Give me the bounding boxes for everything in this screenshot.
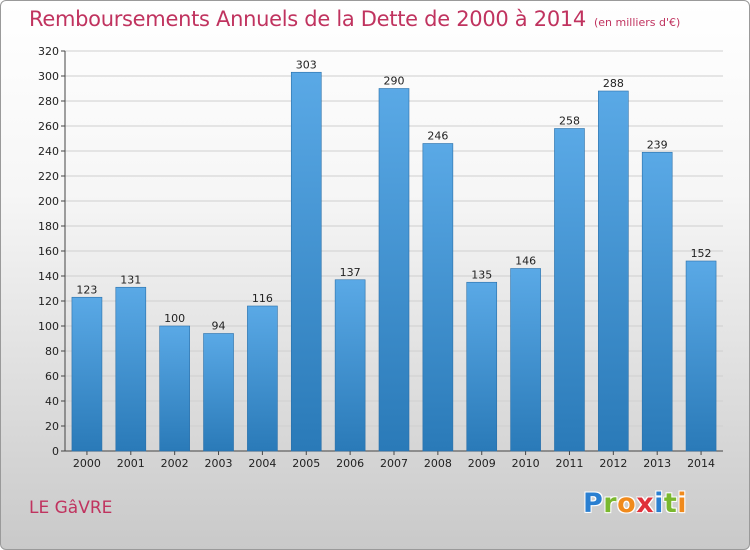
logo-letter: P (583, 488, 604, 519)
bar-2000 (71, 296, 103, 452)
data-label-2006: 137 (340, 266, 361, 279)
logo-letter: t (663, 488, 678, 519)
x-tick-label: 2013 (643, 457, 671, 470)
data-label-2010: 146 (515, 255, 536, 268)
y-tick-label: 220 (38, 170, 59, 183)
x-tick-label: 2010 (512, 457, 540, 470)
y-tick-label: 160 (38, 245, 59, 258)
logo-letter: x (636, 488, 655, 519)
y-tick-label: 100 (38, 320, 59, 333)
bar-2013 (641, 151, 673, 452)
y-tick-label: 240 (38, 145, 59, 158)
bar-2009 (466, 281, 498, 452)
data-label-2011: 258 (559, 115, 580, 128)
axes: 0 20 40 60 80 100 120 140 160 180 200 220 240 260 280 3… (38, 45, 723, 458)
data-label-2007: 290 (384, 75, 405, 88)
x-tick-label: 2000 (73, 457, 101, 470)
x-tick-label: 2008 (424, 457, 452, 470)
y-tick-label: 60 (45, 370, 59, 383)
logo-letter: i (677, 488, 688, 519)
data-label-2001: 131 (120, 273, 141, 286)
y-tick-label: 80 (45, 345, 59, 358)
bar-2006 (334, 279, 366, 452)
x-tick-label: 2011 (555, 457, 583, 470)
logo-letter: i (654, 488, 664, 519)
chart-title-text: Remboursements Annuels de la Dette de 20… (29, 7, 586, 31)
y-tick-label: 300 (38, 70, 59, 83)
data-label-2012: 288 (603, 77, 624, 90)
data-label-2003: 94 (212, 320, 226, 333)
chart-title: Remboursements Annuels de la Dette de 20… (29, 7, 680, 31)
logo-letter: r (603, 488, 618, 519)
logo-letter: o (617, 488, 637, 519)
x-tick-label: 2002 (161, 457, 189, 470)
data-label-2005: 303 (296, 58, 317, 71)
data-label-2004: 116 (252, 292, 273, 305)
bar-2001 (115, 286, 147, 452)
bar-2008 (422, 143, 454, 452)
x-tick-label: 2007 (380, 457, 408, 470)
x-tick-label: 2014 (687, 457, 715, 470)
bar-2007 (378, 88, 410, 452)
x-tick-label: 2001 (117, 457, 145, 470)
data-label-2014: 152 (691, 247, 712, 260)
x-tick-label: 2009 (468, 457, 496, 470)
bar-2012 (598, 90, 629, 452)
y-tick-label: 280 (38, 95, 59, 108)
proxiti-logo[interactable]: Proxiti (583, 488, 687, 519)
y-tick-label: 320 (38, 45, 59, 58)
data-label-2008: 246 (427, 130, 448, 143)
bar-2003 (203, 333, 234, 452)
bar-2004 (247, 305, 278, 452)
x-tick-label: 2004 (248, 457, 276, 470)
data-label-2002: 100 (164, 312, 185, 325)
data-label-2009: 135 (471, 268, 492, 281)
bar-2011 (554, 128, 585, 452)
y-tick-label: 120 (38, 295, 59, 308)
x-tick-label: 2003 (205, 457, 233, 470)
y-tick-label: 260 (38, 120, 59, 133)
bars (71, 71, 717, 452)
city-name: LE GâVRE (29, 498, 113, 518)
y-tick-label: 200 (38, 195, 59, 208)
labels: 2000 123 2001 131 2002 100 2003 94 2004 116 2005 30… (73, 58, 715, 470)
y-tick-label: 140 (38, 270, 59, 283)
y-tick-label: 20 (45, 420, 59, 433)
y-tick-label: 0 (52, 445, 59, 458)
bar-2010 (510, 268, 541, 452)
x-tick-label: 2012 (599, 457, 627, 470)
y-tick-label: 180 (38, 220, 59, 233)
bar-2005 (290, 71, 322, 452)
data-label-2013: 239 (647, 138, 668, 151)
chart-unit: (en milliers d'€) (594, 16, 681, 29)
y-tick-label: 40 (45, 395, 59, 408)
data-label-2000: 123 (76, 283, 97, 296)
bar-2002 (159, 325, 190, 452)
x-tick-label: 2005 (292, 457, 320, 470)
x-tick-label: 2006 (336, 457, 364, 470)
bar-2014 (685, 260, 717, 452)
